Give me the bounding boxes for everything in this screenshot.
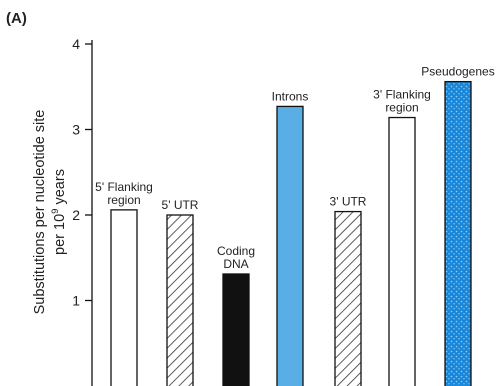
y-axis-title-years: years xyxy=(52,169,68,209)
bar-label-coding-dna: Coding xyxy=(217,244,255,258)
bar-label-5-flanking-region: region xyxy=(107,193,140,207)
y-tick-label: 3 xyxy=(72,122,80,138)
bar-coding-dna xyxy=(222,273,250,386)
y-axis-title-per: per 10 xyxy=(52,214,68,255)
y-tick-label: 2 xyxy=(72,207,80,223)
bar-label-5-utr: 5' UTR xyxy=(162,198,199,212)
bar-label-5-flanking-region: 5' Flanking xyxy=(95,180,153,194)
bar-5-utr xyxy=(166,214,194,386)
bar-5-flanking-region xyxy=(110,209,138,386)
bar-introns xyxy=(276,105,304,386)
y-axis-title-line2: per 109 years xyxy=(50,169,68,255)
y-tick-label: 1 xyxy=(72,293,80,309)
y-axis-title: Substitutions per nucleotide site per 10… xyxy=(32,110,68,315)
bar-label-3-flanking-region: 3' Flanking xyxy=(373,88,431,102)
bar-label-pseudogenes: Pseudogenes xyxy=(421,65,494,79)
bar-label-3-flanking-region: region xyxy=(385,101,418,115)
y-axis-title-exponent: 9 xyxy=(50,209,61,214)
bar-3-flanking-region xyxy=(388,116,416,386)
bar-label-introns: Introns xyxy=(272,89,309,103)
panel-label: (A) xyxy=(6,10,27,27)
y-axis-title-line1: Substitutions per nucleotide site xyxy=(32,110,48,315)
bar-label-3-utr: 3' UTR xyxy=(330,195,367,209)
bar-3-utr xyxy=(334,210,362,386)
y-tick-label: 4 xyxy=(72,36,80,52)
bar-label-coding-dna: DNA xyxy=(223,257,248,271)
bar-pseudogenes xyxy=(444,80,472,386)
